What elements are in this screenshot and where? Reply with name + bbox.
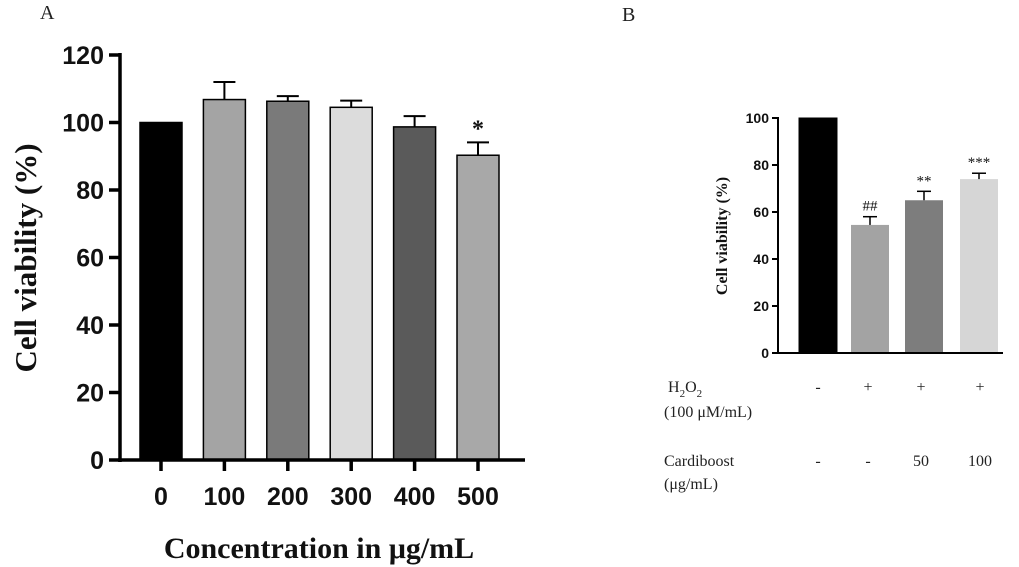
chart-b-bar [905, 200, 943, 353]
chart-a-x-tick-label: 300 [330, 483, 372, 511]
chart-a-error-bars [213, 81, 489, 156]
chart-b-y-axis-label: Cell viability (%) [714, 177, 731, 295]
h2o2-row-label: H2O2 [668, 379, 702, 400]
chart-a: * 0 20 40 60 80 100 120 0 100 200 300 400 500 Cell … [8, 42, 525, 565]
chart-b-significance-mark: ** [917, 173, 932, 189]
chart-a-x-tick-label: 500 [457, 483, 499, 511]
chart-a-y-tick-label: 20 [76, 380, 104, 408]
chart-a-y-tick-label: 120 [62, 42, 104, 70]
chart-b-y-tick-label: 80 [753, 157, 769, 173]
chart-b-condition-table: H2O2 (100 μM/mL) Cardiboost (μg/mL) - + + +… [664, 379, 992, 493]
h2o2-cell: - [815, 379, 820, 396]
chart-b-annotations: ##***** [863, 155, 991, 214]
chart-b-bar [798, 117, 838, 354]
chart-a-bars [139, 98, 500, 461]
chart-a-y-axis-label: Cell viability (%) [8, 143, 43, 372]
chart-a-x-axis-label: Concentration in μg/mL [164, 532, 474, 565]
cardiboost-cell: - [865, 453, 870, 470]
panel-a-letter: A [40, 2, 55, 24]
chart-a-y-tick-label: 0 [90, 447, 104, 475]
chart-a-y-ticks: 0 20 40 60 80 100 120 [62, 42, 120, 475]
h2o2-cell: + [916, 379, 925, 396]
chart-b-error-bars [863, 172, 986, 225]
cardiboost-cell: 50 [913, 453, 929, 470]
panel-b-letter: B [622, 4, 635, 26]
chart-b-y-ticks: 0 20 40 60 80 100 [746, 110, 778, 361]
h2o2-cell: + [975, 379, 984, 396]
cardiboost-row-unit: (μg/mL) [664, 476, 718, 493]
chart-a-y-tick-label: 100 [62, 110, 104, 138]
chart-b-y-tick-label: 20 [753, 298, 769, 314]
h2o2-cell: + [863, 379, 872, 396]
chart-a-x-tick-label: 0 [154, 483, 168, 511]
chart-a-y-tick-label: 80 [76, 177, 104, 205]
chart-b-y-tick-label: 100 [746, 110, 770, 126]
cardiboost-row-label: Cardiboost [664, 453, 735, 470]
chart-a-significance-mark: * [472, 116, 484, 142]
chart-a-y-tick-label: 60 [76, 245, 104, 273]
chart-a-x-tick-label: 200 [267, 483, 309, 511]
chart-b-condition-cells: - + + + - - 50 100 [815, 379, 992, 470]
chart-b-y-tick-label: 40 [753, 251, 769, 267]
chart-a-y-tick-label: 40 [76, 312, 104, 340]
cardiboost-cell: 100 [968, 453, 992, 470]
h2o2-row-unit: (100 μM/mL) [664, 404, 752, 421]
chart-b-bar [851, 224, 889, 353]
chart-a-x-tick-label: 400 [394, 483, 436, 511]
chart-b-bars [798, 117, 998, 354]
chart-a-bar [202, 98, 247, 461]
chart-a-bar [392, 126, 437, 461]
chart-a-x-tick-label: 100 [204, 483, 246, 511]
chart-b-y-tick-label: 0 [761, 345, 769, 361]
chart-a-bar [329, 106, 373, 461]
chart-a-bar [139, 121, 183, 461]
chart-b-significance-mark: *** [968, 155, 991, 171]
chart-a-bar [266, 100, 310, 461]
chart-a-annotations: * [472, 116, 484, 142]
chart-b-significance-mark: ## [863, 199, 879, 215]
chart-a-bar [456, 154, 500, 461]
cardiboost-cell: - [815, 453, 820, 470]
chart-b-y-tick-label: 60 [753, 204, 769, 220]
chart-a-x-ticks: 0 100 200 300 400 500 [154, 460, 499, 511]
chart-b-bar [960, 179, 998, 353]
